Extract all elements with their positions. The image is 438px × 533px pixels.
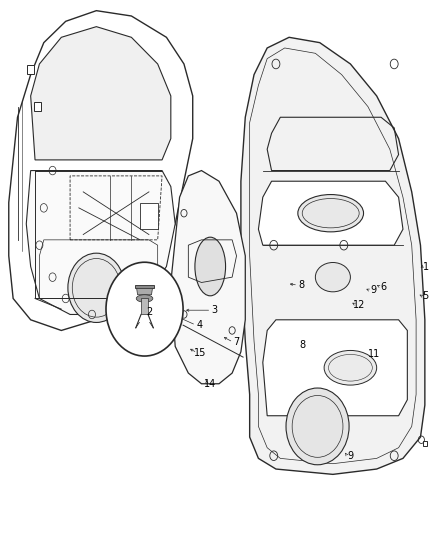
- Ellipse shape: [315, 263, 350, 292]
- Text: 7: 7: [233, 337, 240, 347]
- Polygon shape: [140, 203, 158, 229]
- Circle shape: [286, 388, 349, 465]
- Text: 9: 9: [347, 451, 353, 461]
- Text: 8: 8: [299, 341, 305, 350]
- Text: 11: 11: [368, 349, 380, 359]
- Polygon shape: [241, 37, 425, 474]
- Polygon shape: [137, 288, 152, 295]
- Polygon shape: [27, 65, 34, 74]
- Text: 9: 9: [370, 286, 376, 295]
- Text: 12: 12: [353, 300, 365, 310]
- Ellipse shape: [298, 195, 364, 232]
- Polygon shape: [26, 171, 175, 314]
- Text: 15: 15: [194, 348, 207, 358]
- Ellipse shape: [195, 237, 226, 296]
- Polygon shape: [9, 11, 193, 330]
- Polygon shape: [258, 181, 403, 245]
- Text: 4: 4: [196, 320, 202, 330]
- Text: 8: 8: [298, 280, 304, 290]
- Ellipse shape: [136, 295, 153, 302]
- Polygon shape: [263, 320, 407, 416]
- Text: 6: 6: [381, 282, 387, 292]
- Text: 14: 14: [204, 379, 216, 389]
- Text: 1: 1: [423, 262, 429, 271]
- Circle shape: [106, 262, 183, 356]
- Polygon shape: [31, 27, 171, 160]
- Polygon shape: [135, 285, 154, 288]
- Polygon shape: [34, 102, 41, 111]
- Polygon shape: [171, 171, 245, 384]
- Text: 5: 5: [423, 292, 429, 301]
- Ellipse shape: [324, 351, 377, 385]
- Polygon shape: [141, 298, 148, 314]
- Circle shape: [68, 253, 125, 322]
- Text: 2: 2: [146, 307, 152, 317]
- Text: 3: 3: [212, 305, 218, 315]
